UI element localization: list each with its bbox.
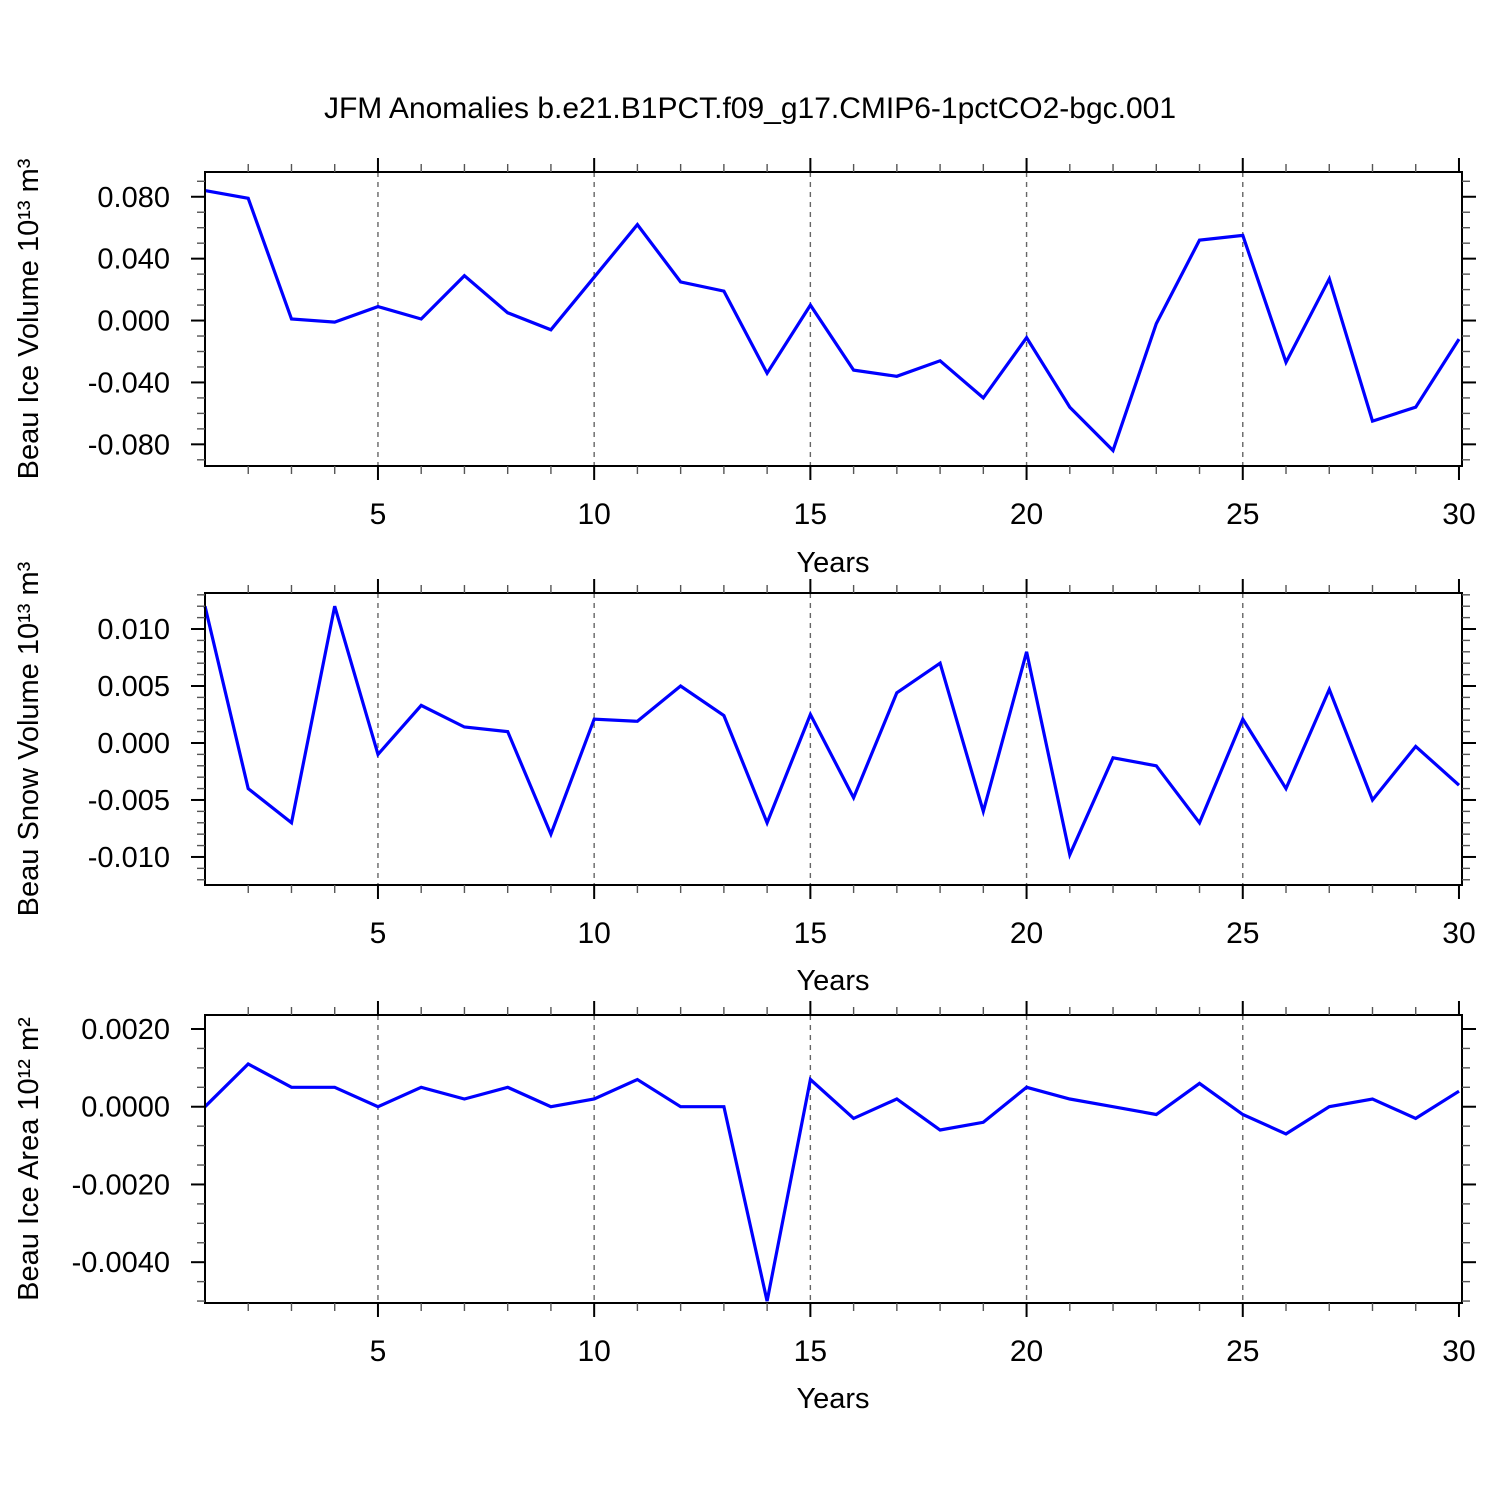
x-axis-label-ice-area: Years (796, 1383, 869, 1415)
x-tick-label: 25 (1226, 498, 1259, 531)
y-axis-label-ice-volume: Beau Ice Volume 10¹³ m³ (13, 158, 45, 479)
y-tick-label: -0.0040 (72, 1247, 170, 1279)
plot-frame (204, 1014, 1463, 1304)
data-line (203, 605, 1461, 860)
x-tick-label: 10 (577, 498, 610, 531)
data-line (204, 189, 1461, 454)
x-axis-label-ice-volume: Years (796, 547, 869, 579)
x-tick-label: 5 (370, 498, 387, 531)
data-line (203, 1062, 1460, 1302)
y-tick-label: 0.080 (97, 182, 170, 214)
x-tick-label: 25 (1226, 1335, 1259, 1368)
y-tick-label: -0.005 (88, 785, 170, 817)
panel-ice-volume: 0.080 0.040 0.000 -0.040 -0.080 5 10 15 20 25 30 (88, 158, 1476, 531)
y-tick-label: -0.0020 (72, 1169, 170, 1201)
y-tick-label: -0.010 (88, 842, 170, 874)
y-axis-label-ice-area: Beau Ice Area 10¹² m² (13, 1017, 45, 1301)
y-tick-label: 0.0000 (81, 1092, 170, 1124)
figure-title: JFM Anomalies b.e21.B1PCT.f09_g17.CMIP6-… (324, 92, 1176, 125)
x-tick-label: 30 (1442, 917, 1475, 950)
x-tick-label: 10 (577, 917, 610, 950)
x-tick-label: 20 (1010, 498, 1043, 531)
y-tick-label: -0.080 (88, 429, 170, 461)
y-tick-label: 0.005 (97, 671, 170, 703)
y-tick-label: 0.000 (97, 306, 170, 338)
x-tick-label: 20 (1010, 1335, 1043, 1368)
y-tick-label: 0.010 (97, 614, 170, 646)
panel-snow-volume: 0.010 0.005 0.000 -0.005 -0.010 5 10 15 20 25 30 (88, 579, 1476, 950)
x-tick-label: 30 (1442, 1335, 1475, 1368)
x-tick-label: 15 (794, 498, 827, 531)
y-axis-label-snow-volume: Beau Snow Volume 10¹³ m³ (13, 561, 45, 916)
x-tick-label: 5 (370, 1335, 387, 1368)
x-tick-label: 10 (577, 1335, 610, 1368)
panel-ice-area: 0.0020 0.0000 -0.0020 -0.0040 5 10 15 20 25 30 (72, 1001, 1476, 1368)
y-tick-label: 0.040 (97, 244, 170, 276)
x-tick-label: 20 (1010, 917, 1043, 950)
y-tick-label: -0.040 (88, 367, 170, 399)
x-tick-label: 30 (1442, 498, 1475, 531)
x-tick-label: 5 (370, 917, 387, 950)
y-tick-label: 0.000 (97, 728, 170, 760)
plot-frame (204, 171, 1463, 467)
plot-frame (204, 592, 1463, 886)
x-tick-label: 15 (794, 917, 827, 950)
x-tick-label: 25 (1226, 917, 1259, 950)
y-tick-label: 0.0020 (81, 1014, 170, 1046)
x-axis-label-snow-volume: Years (796, 965, 869, 997)
x-tick-label: 15 (794, 1335, 827, 1368)
